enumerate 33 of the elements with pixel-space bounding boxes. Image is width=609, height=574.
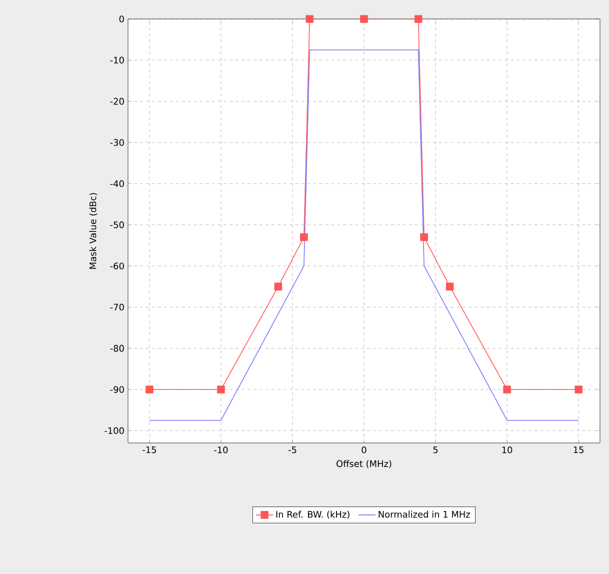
y-tick-label: 0 bbox=[119, 16, 124, 22]
y-tick-label: -40 bbox=[110, 180, 124, 188]
point bbox=[414, 15, 422, 23]
y-tick-label: -100 bbox=[104, 427, 124, 434]
y-tick-label: -20 bbox=[110, 98, 124, 105]
x-axis-title: Offset (MHz) bbox=[336, 460, 392, 468]
x-tick-label: 15 bbox=[574, 446, 584, 454]
point bbox=[306, 15, 314, 23]
y-tick-label: -10 bbox=[110, 56, 124, 64]
x-tick-label: 10 bbox=[502, 446, 512, 454]
point bbox=[217, 386, 225, 394]
x-tick-label: 0 bbox=[362, 446, 366, 454]
point bbox=[300, 233, 308, 242]
point bbox=[503, 386, 511, 394]
y-tick-label: -50 bbox=[110, 221, 124, 228]
y-axis-title: Mask Value (dBc) bbox=[89, 193, 98, 269]
x-tick-label: -15 bbox=[142, 446, 156, 454]
point bbox=[146, 386, 154, 394]
legend-label: In Ref. BW. (kHz) bbox=[276, 510, 350, 519]
y-tick-label: -70 bbox=[110, 304, 124, 311]
point bbox=[574, 386, 582, 394]
legend-label: Normalized in 1 MHz bbox=[378, 510, 470, 518]
point bbox=[420, 233, 428, 242]
point bbox=[274, 282, 282, 290]
x-tick-label: -10 bbox=[214, 446, 228, 454]
y-tick-label: -30 bbox=[110, 139, 124, 146]
point bbox=[360, 15, 368, 23]
y-tick-label: -60 bbox=[110, 262, 124, 270]
x-tick-label: -5 bbox=[288, 446, 296, 454]
y-tick-label: -80 bbox=[110, 344, 124, 352]
x-tick-label: 5 bbox=[433, 446, 438, 454]
y-tick-label: -90 bbox=[110, 386, 124, 393]
point bbox=[446, 282, 454, 290]
